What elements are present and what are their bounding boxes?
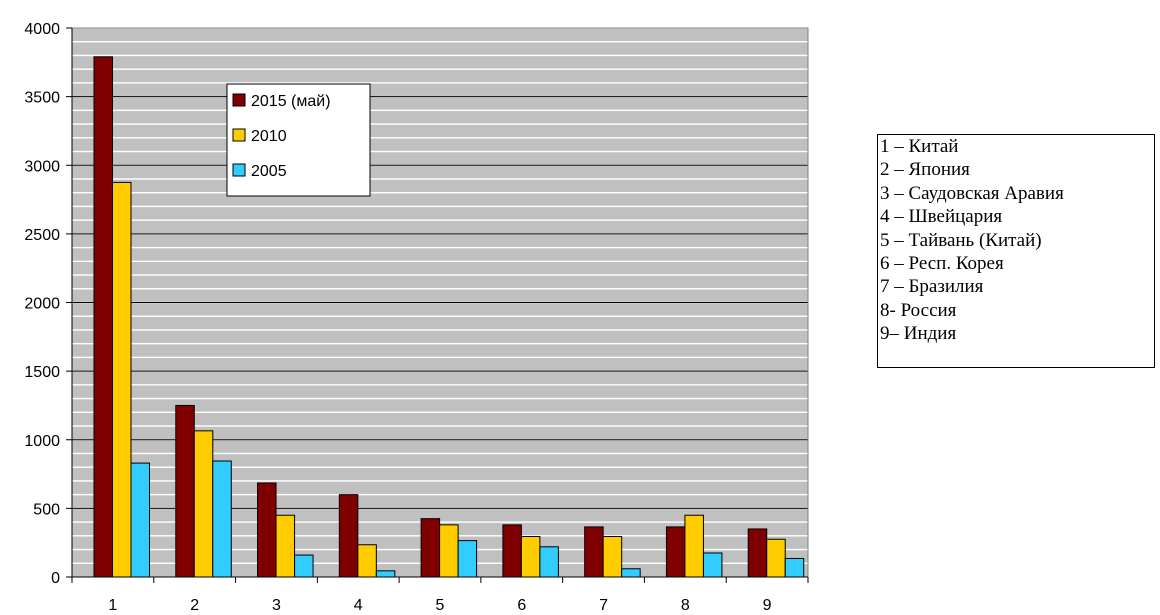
y-tick-label: 4000 xyxy=(24,21,60,38)
x-tick-label: 5 xyxy=(436,597,445,614)
tick-labels: 0 500 1000 1500 2000 2500 3000 3500 4000 1 2 3 4 5 6 7 8… xyxy=(24,21,771,614)
x-tick-label: 6 xyxy=(517,597,526,614)
bar xyxy=(375,570,396,578)
country-key-box: 1 – Китай 2 – Япония 3 – Саудовская Аравия… xyxy=(877,134,1155,368)
bar-chart: 0 500 1000 1500 2000 2500 3000 3500 4000 1 2 3 4 5 6 7 8… xyxy=(24,21,809,614)
minor-grid-line xyxy=(72,109,808,112)
country-key-item: 3 – Саудовская Аравия xyxy=(880,182,1064,204)
legend-label: 2010 xyxy=(251,128,287,145)
x-tick-label: 2 xyxy=(190,597,199,614)
minor-grid-line xyxy=(72,342,808,345)
x-tick-label: 1 xyxy=(108,597,117,614)
bar xyxy=(420,518,441,578)
minor-grid-line xyxy=(72,288,808,290)
axes xyxy=(66,27,809,583)
bar xyxy=(212,460,232,578)
minor-grid-line xyxy=(72,246,808,249)
y-tick-label: 1000 xyxy=(24,433,60,450)
minor-grid-line xyxy=(72,480,808,482)
country-key-item: 2 – Япония xyxy=(880,159,970,181)
legend-label: 2015 (май) xyxy=(251,93,331,110)
bar xyxy=(702,552,723,578)
minor-grid-line xyxy=(72,315,808,317)
minor-grid-line xyxy=(72,274,808,276)
y-tick-label: 0 xyxy=(51,570,60,587)
minor-grid-line xyxy=(72,466,808,468)
bar xyxy=(275,514,296,578)
y-tick-label: 2000 xyxy=(24,296,60,313)
bar xyxy=(112,181,132,578)
legend-box xyxy=(226,83,371,197)
bar xyxy=(539,546,559,578)
minor-grid-line xyxy=(72,425,808,427)
minor-grid-line xyxy=(72,219,808,221)
x-tick-label: 7 xyxy=(599,597,608,614)
bar xyxy=(175,404,195,578)
x-tick-label: 9 xyxy=(763,597,772,614)
bar xyxy=(665,526,686,578)
legend-label: 2005 xyxy=(251,163,287,180)
bar xyxy=(257,482,277,578)
minor-grid-line xyxy=(72,205,808,208)
legend-swatch xyxy=(232,128,246,142)
minor-grid-line xyxy=(72,452,808,455)
bar xyxy=(193,430,214,578)
x-tick-label: 3 xyxy=(272,597,281,614)
bar xyxy=(784,557,805,578)
bar xyxy=(684,514,704,578)
bar xyxy=(621,568,641,578)
bar xyxy=(357,544,377,578)
bar xyxy=(338,494,359,578)
minor-grid-line xyxy=(72,68,808,70)
legend-swatch xyxy=(232,93,246,107)
minor-grid-line xyxy=(72,137,808,139)
minor-grid-line xyxy=(72,192,808,194)
country-key-item: 8- Россия xyxy=(880,299,957,321)
bars xyxy=(93,56,805,578)
minor-grid-line xyxy=(72,493,808,496)
bar xyxy=(520,536,541,578)
bar xyxy=(584,526,604,578)
country-key-item: 5 – Тайвань (Китай) xyxy=(880,229,1042,251)
bar xyxy=(766,538,786,578)
country-key-item: 4 – Швейцария xyxy=(880,206,1003,228)
y-tick-label: 1500 xyxy=(24,364,60,381)
bar xyxy=(294,554,314,578)
bar xyxy=(457,540,478,578)
minor-grid-line xyxy=(72,150,808,153)
legend-swatch xyxy=(232,163,246,177)
x-tick-label: 8 xyxy=(681,597,690,614)
minor-grid-line xyxy=(72,41,808,43)
y-tick-label: 3500 xyxy=(24,90,60,107)
minor-grid-line xyxy=(72,260,808,263)
bar xyxy=(747,528,768,578)
minor-grid-line xyxy=(72,411,808,413)
minor-grid-line xyxy=(72,356,808,359)
bar xyxy=(130,462,150,578)
minor-grid-line xyxy=(72,82,808,84)
y-tick-label: 500 xyxy=(33,501,60,518)
minor-grid-line xyxy=(72,54,808,57)
legend: 2015 (май) 2010 2005 xyxy=(226,83,371,197)
minor-grid-line xyxy=(72,123,808,125)
bar xyxy=(602,536,623,578)
bar xyxy=(502,524,522,578)
x-tick-label: 4 xyxy=(354,597,363,614)
minor-grid-line xyxy=(72,329,808,331)
minor-grid-line xyxy=(72,384,808,386)
country-key-item: 9– Индия xyxy=(880,323,957,345)
country-key-item: 6 – Респ. Корея xyxy=(880,253,1004,275)
y-tick-label: 2500 xyxy=(24,227,60,244)
country-key-item: 1 – Китай xyxy=(880,136,959,157)
minor-grid-line xyxy=(72,178,808,180)
y-tick-label: 3000 xyxy=(24,158,60,175)
bar xyxy=(93,56,113,578)
bar xyxy=(439,524,459,578)
country-key-item: 7 – Бразилия xyxy=(880,276,984,298)
minor-grid-line xyxy=(72,397,808,400)
